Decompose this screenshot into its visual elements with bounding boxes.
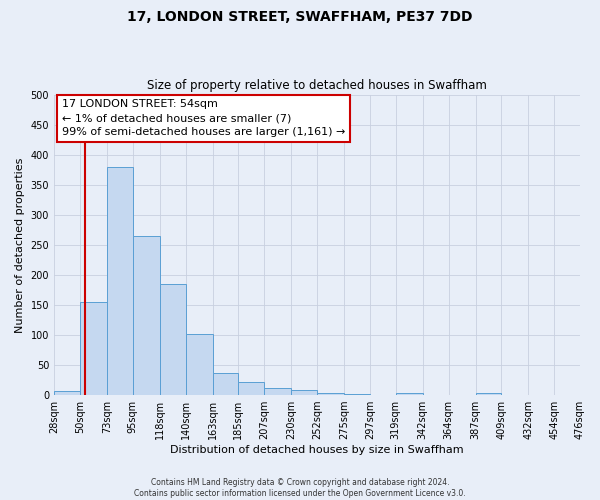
Bar bbox=[185, 334, 212, 395]
Bar bbox=[476, 394, 502, 395]
Bar bbox=[133, 236, 160, 395]
Bar bbox=[238, 382, 264, 395]
Bar bbox=[344, 394, 370, 395]
Bar bbox=[291, 390, 317, 395]
Bar bbox=[80, 302, 107, 395]
Text: Contains HM Land Registry data © Crown copyright and database right 2024.
Contai: Contains HM Land Registry data © Crown c… bbox=[134, 478, 466, 498]
X-axis label: Distribution of detached houses by size in Swaffham: Distribution of detached houses by size … bbox=[170, 445, 464, 455]
Text: 17, LONDON STREET, SWAFFHAM, PE37 7DD: 17, LONDON STREET, SWAFFHAM, PE37 7DD bbox=[127, 10, 473, 24]
Bar bbox=[212, 373, 238, 395]
Bar bbox=[317, 392, 344, 395]
Text: 17 LONDON STREET: 54sqm
← 1% of detached houses are smaller (7)
99% of semi-deta: 17 LONDON STREET: 54sqm ← 1% of detached… bbox=[62, 99, 346, 137]
Bar bbox=[395, 392, 422, 395]
Bar bbox=[264, 388, 291, 395]
Bar bbox=[54, 391, 80, 395]
Bar bbox=[160, 284, 185, 395]
Y-axis label: Number of detached properties: Number of detached properties bbox=[15, 157, 25, 332]
Title: Size of property relative to detached houses in Swaffham: Size of property relative to detached ho… bbox=[147, 79, 487, 92]
Bar bbox=[107, 166, 133, 395]
